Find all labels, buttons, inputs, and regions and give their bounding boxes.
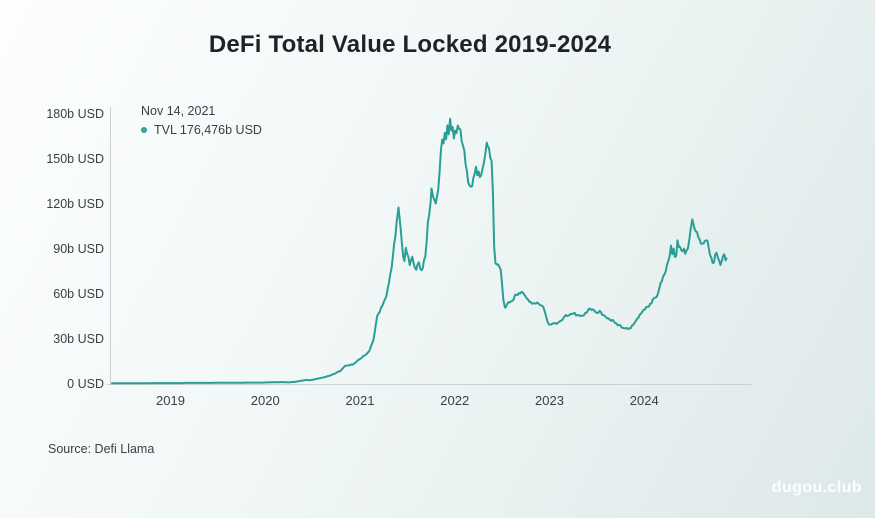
y-tick-label: 120b USD (46, 196, 104, 211)
watermark: dugou.club (771, 479, 862, 496)
tvl-line-series (111, 117, 728, 385)
y-tick-label: 150b USD (46, 151, 104, 166)
source-note: Source: Defi Llama (48, 442, 155, 456)
y-tick-label: 180b USD (46, 106, 104, 121)
x-tick-label: 2024 (629, 393, 659, 408)
tooltip-row: TVL 176,476b USD (141, 123, 262, 137)
x-tick-label: 2023 (535, 393, 564, 408)
x-axis-line (107, 384, 752, 385)
x-tick-label: 2021 (345, 393, 375, 408)
y-tick-label: 60b USD (53, 286, 104, 301)
x-tick-label: 2020 (250, 393, 280, 408)
series-dot-icon (141, 127, 147, 133)
tooltip: Nov 14, 2021 TVL 176,476b USD (141, 104, 262, 137)
chart-title: DeFi Total Value Locked 2019-2024 (208, 31, 612, 58)
y-tick-label: 90b USD (53, 241, 104, 256)
y-tick-label: 0 USD (67, 376, 104, 391)
tooltip-value: TVL 176,476b USD (154, 123, 262, 137)
x-tick-label: 2022 (440, 393, 470, 408)
y-axis-line (110, 107, 111, 384)
y-tick-label: 30b USD (53, 331, 104, 346)
x-tick-label: 2019 (156, 393, 185, 408)
tooltip-date: Nov 14, 2021 (141, 104, 216, 118)
